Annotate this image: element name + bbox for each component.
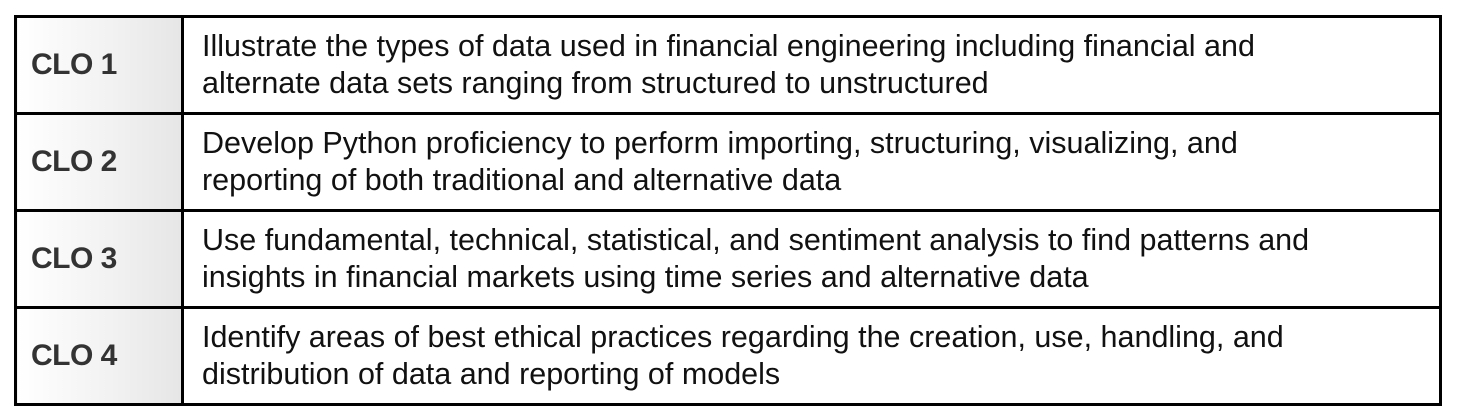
learning-outcomes-table: CLO 1 Illustrate the types of data used … (14, 15, 1442, 406)
description-line: Develop Python proficiency to perform im… (202, 126, 1238, 160)
description-line: alternate data sets ranging from structu… (202, 66, 989, 100)
outcome-code: CLO 4 (14, 306, 184, 406)
outcome-description: Identify areas of best ethical practices… (181, 306, 1442, 406)
outcome-description: Use fundamental, technical, statistical,… (181, 209, 1442, 309)
table-row: CLO 4 Identify areas of best ethical pra… (14, 306, 1442, 406)
description-line: Use fundamental, technical, statistical,… (202, 223, 1310, 257)
outcome-description: Illustrate the types of data used in fin… (181, 15, 1442, 115)
outcome-code: CLO 2 (14, 112, 184, 212)
table-row: CLO 1 Illustrate the types of data used … (14, 15, 1442, 115)
table-row: CLO 2 Develop Python proficiency to perf… (14, 112, 1442, 212)
description-line: Identify areas of best ethical practices… (202, 320, 1284, 354)
outcome-code: CLO 1 (14, 15, 184, 115)
description-line: reporting of both traditional and altern… (202, 163, 842, 197)
description-line: distribution of data and reporting of mo… (202, 357, 781, 391)
description-line: insights in financial markets using time… (202, 260, 1089, 294)
description-line: Illustrate the types of data used in fin… (202, 29, 1255, 63)
outcome-description: Develop Python proficiency to perform im… (181, 112, 1442, 212)
outcome-code: CLO 3 (14, 209, 184, 309)
table-row: CLO 3 Use fundamental, technical, statis… (14, 209, 1442, 309)
